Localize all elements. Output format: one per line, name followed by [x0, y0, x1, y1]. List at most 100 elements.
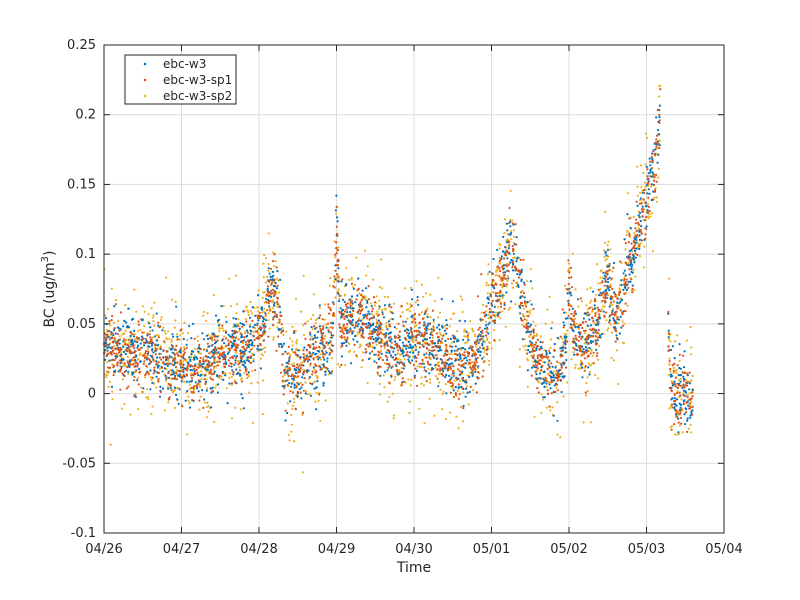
point-ebc-w3-sp2: [686, 393, 689, 397]
point-ebc-w3-sp1: [292, 377, 296, 380]
point-ebc-w3: [129, 334, 132, 338]
point-ebc-w3-sp2: [291, 340, 294, 343]
point-ebc-w3: [410, 288, 413, 291]
point-ebc-w3: [510, 300, 513, 303]
point-ebc-w3: [188, 356, 191, 359]
point-ebc-w3: [588, 318, 591, 321]
point-ebc-w3-sp1: [445, 344, 448, 347]
point-ebc-w3-sp1: [548, 365, 551, 368]
point-ebc-w3-sp2: [358, 317, 361, 320]
point-ebc-w3-sp1: [536, 367, 539, 370]
point-ebc-w3-sp2: [337, 288, 340, 291]
point-ebc-w3: [391, 318, 394, 321]
point-ebc-w3-sp1: [296, 381, 299, 384]
point-ebc-w3-sp1: [612, 266, 615, 269]
point-ebc-w3-sp2: [488, 341, 491, 344]
point-ebc-w3: [481, 342, 484, 345]
point-ebc-w3-sp1: [489, 295, 493, 298]
point-ebc-w3: [379, 374, 382, 377]
point-ebc-w3-sp1: [415, 356, 418, 360]
point-ebc-w3: [432, 318, 435, 321]
point-ebc-w3-sp2: [207, 405, 210, 408]
point-ebc-w3-sp1: [363, 322, 366, 325]
point-ebc-w3: [280, 345, 283, 349]
point-ebc-w3-sp2: [459, 379, 462, 382]
point-ebc-w3: [319, 342, 322, 345]
point-ebc-w3: [248, 325, 251, 328]
point-ebc-w3-sp1: [677, 384, 680, 387]
point-ebc-w3: [682, 366, 686, 369]
point-ebc-w3: [315, 386, 318, 389]
point-ebc-w3-sp2: [301, 413, 304, 416]
point-ebc-w3: [266, 287, 269, 290]
point-ebc-w3-sp2: [518, 348, 521, 351]
point-ebc-w3-sp1: [689, 406, 692, 409]
point-ebc-w3-sp1: [172, 363, 175, 366]
point-ebc-w3-sp1: [343, 327, 346, 330]
point-ebc-w3: [265, 319, 268, 322]
point-ebc-w3-sp1: [624, 302, 627, 305]
point-ebc-w3-sp2: [335, 212, 338, 215]
point-ebc-w3-sp2: [392, 417, 395, 420]
point-ebc-w3-sp1: [333, 275, 336, 278]
point-ebc-w3-sp2: [165, 338, 168, 341]
point-ebc-w3-sp2: [152, 314, 155, 317]
point-ebc-w3: [284, 350, 287, 353]
point-ebc-w3-sp2: [551, 406, 554, 409]
point-ebc-w3-sp1: [309, 362, 312, 365]
point-ebc-w3: [559, 373, 562, 376]
point-ebc-w3-sp1: [447, 368, 450, 372]
point-ebc-w3-sp2: [290, 430, 293, 433]
point-ebc-w3: [529, 340, 532, 343]
point-ebc-w3-sp1: [455, 358, 458, 362]
point-ebc-w3-sp1: [546, 368, 549, 371]
point-ebc-w3-sp2: [573, 317, 576, 320]
point-ebc-w3-sp1: [573, 348, 577, 351]
point-ebc-w3: [588, 347, 591, 350]
point-ebc-w3-sp2: [400, 367, 403, 370]
point-ebc-w3-sp1: [450, 357, 453, 360]
point-ebc-w3: [353, 326, 356, 329]
point-ebc-w3-sp1: [269, 309, 272, 312]
point-ebc-w3-sp2: [420, 283, 424, 286]
point-ebc-w3-sp2: [467, 403, 470, 406]
point-ebc-w3-sp1: [474, 364, 477, 367]
point-ebc-w3: [362, 316, 365, 319]
point-ebc-w3-sp1: [627, 241, 630, 244]
point-ebc-w3-sp2: [605, 257, 608, 260]
point-ebc-w3-sp1: [538, 353, 541, 356]
point-ebc-w3-sp2: [230, 375, 233, 378]
point-ebc-w3-sp1: [473, 361, 476, 364]
point-ebc-w3-sp2: [256, 381, 259, 384]
point-ebc-w3: [639, 220, 642, 223]
point-ebc-w3-sp2: [216, 353, 219, 356]
point-ebc-w3-sp1: [684, 371, 687, 375]
point-ebc-w3: [547, 363, 550, 366]
point-ebc-w3-sp1: [507, 222, 511, 225]
point-ebc-w3: [629, 280, 632, 283]
grid-lines: [104, 45, 724, 533]
point-ebc-w3-sp1: [443, 363, 446, 366]
point-ebc-w3-sp1: [451, 369, 454, 373]
point-ebc-w3-sp2: [205, 348, 209, 351]
point-ebc-w3: [511, 263, 515, 266]
point-ebc-w3-sp2: [243, 332, 246, 335]
point-ebc-w3-sp1: [113, 327, 116, 330]
point-ebc-w3-sp1: [144, 337, 147, 340]
point-ebc-w3-sp1: [182, 368, 185, 371]
point-ebc-w3-sp1: [371, 341, 374, 344]
point-ebc-w3: [684, 391, 688, 394]
point-ebc-w3-sp1: [375, 361, 378, 364]
point-ebc-w3-sp1: [504, 264, 507, 267]
point-ebc-w3: [538, 372, 542, 375]
point-ebc-w3: [543, 361, 546, 364]
point-ebc-w3-sp2: [251, 312, 254, 315]
point-ebc-w3: [641, 205, 644, 208]
point-ebc-w3-sp1: [295, 366, 298, 369]
point-ebc-w3-sp1: [307, 358, 310, 361]
point-ebc-w3-sp1: [312, 346, 315, 349]
point-ebc-w3-sp2: [111, 390, 114, 393]
point-ebc-w3-sp1: [162, 356, 165, 359]
point-ebc-w3-sp2: [450, 364, 453, 367]
